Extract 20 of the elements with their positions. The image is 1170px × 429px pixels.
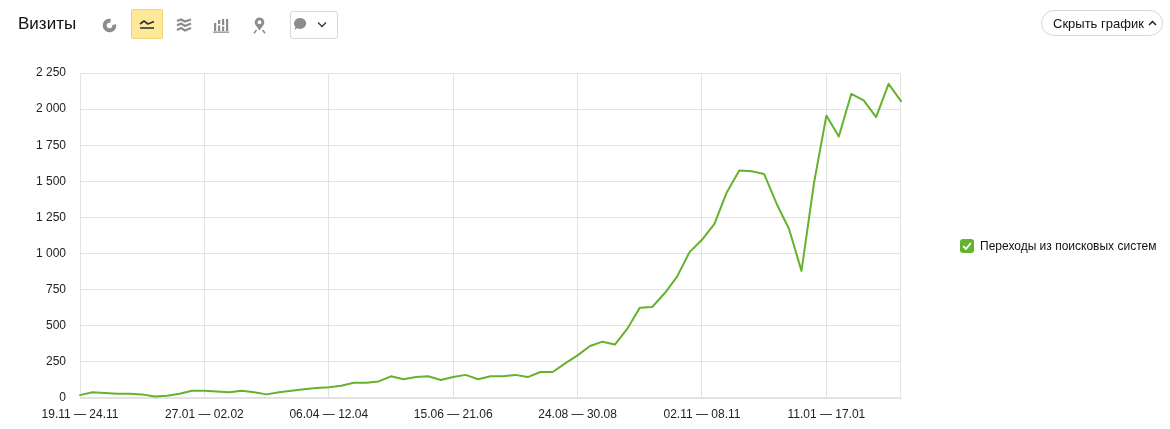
chart-title: Визиты	[18, 13, 77, 35]
y-tick-label: 1 000	[35, 245, 67, 260]
legend-label: Переходы из поисковых систем	[980, 239, 1157, 253]
x-tick-label: 11.01 — 17.01	[787, 406, 866, 421]
y-tick-label: 500	[45, 318, 67, 333]
y-tick-label: 2 000	[35, 101, 67, 116]
y-tick-label: 2 250	[35, 65, 67, 80]
x-tick-label: 19.11 — 24.11	[41, 406, 119, 421]
y-tick-label: 250	[45, 354, 67, 369]
x-tick-label: 24.08 — 30.08	[538, 406, 618, 421]
y-tick-label: 750	[45, 281, 67, 296]
y-tick-label: 1 750	[35, 137, 67, 152]
x-tick-label: 02.11 — 08.11	[663, 406, 741, 421]
x-tick-label: 15.06 — 21.06	[413, 406, 493, 421]
y-tick-label: 1 500	[35, 173, 67, 188]
text: Скрыть график	[1053, 15, 1144, 31]
y-tick-label: 0	[59, 390, 67, 405]
x-tick-label: 27.01 — 02.02	[165, 406, 245, 421]
x-tick-label: 06.04 — 12.04	[289, 406, 369, 421]
y-tick-label: 1 250	[35, 209, 67, 224]
